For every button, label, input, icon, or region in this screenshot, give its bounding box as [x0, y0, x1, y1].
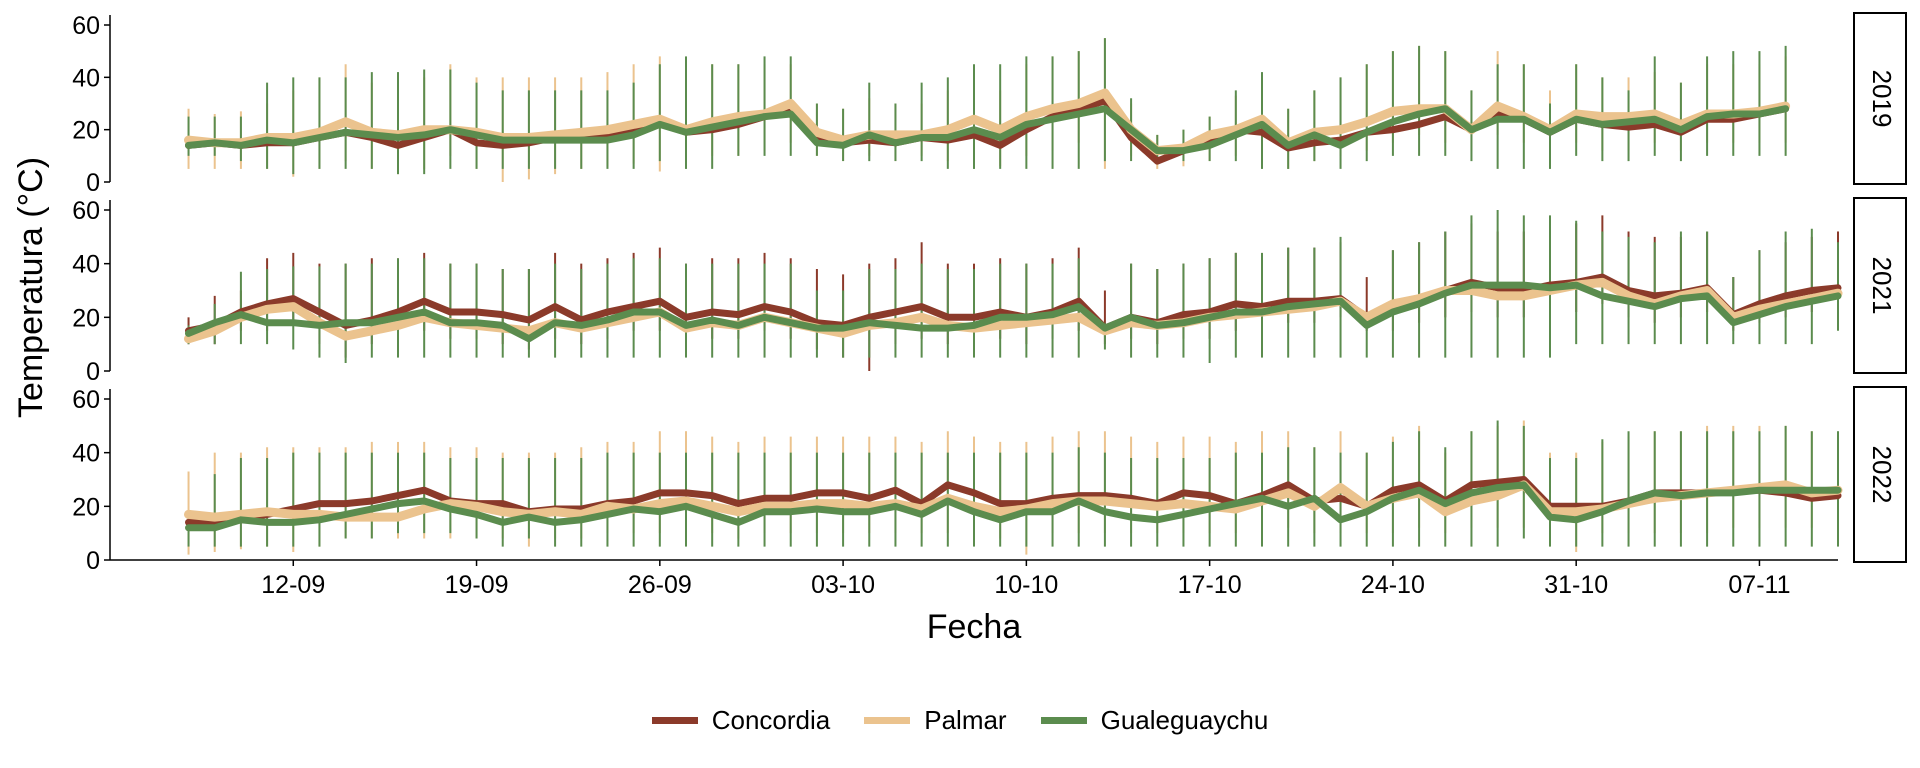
y-tick-label: 0 — [86, 547, 100, 575]
facet-label: 2022 — [1867, 446, 1897, 504]
y-tick-label: 0 — [86, 358, 100, 386]
y-tick-label: 40 — [72, 64, 100, 92]
y-tick-label: 60 — [72, 197, 100, 225]
x-tick-label: 17-10 — [1178, 571, 1242, 599]
y-tick-label: 60 — [72, 12, 100, 40]
x-tick-label: 31-10 — [1544, 571, 1608, 599]
x-tick-label: 12-09 — [261, 571, 325, 599]
y-tick-label: 20 — [72, 493, 100, 521]
x-tick-label: 03-10 — [811, 571, 875, 599]
y-tick-label: 60 — [72, 386, 100, 414]
x-tick-label: 26-09 — [628, 571, 692, 599]
y-tick-label: 20 — [72, 304, 100, 332]
legend-item-concordia: Concordia — [651, 704, 831, 736]
panel-2022: 0 20 40 60 2022 — [72, 386, 1907, 575]
legend-item-palmar: Palmar — [864, 704, 1007, 736]
x-tick-label: 10-10 — [994, 571, 1058, 599]
x-axis-title: Fecha — [927, 608, 1022, 646]
legend-label: Gualeguaychu — [1100, 704, 1269, 735]
chart-svg: 0 20 40 60 2019 0 20 40 60 2021 0 20 40 60 2022 12-09 19… — [12, 12, 1907, 646]
legend-key-palmar — [864, 716, 911, 724]
facet-label: 2019 — [1867, 70, 1897, 128]
x-tick-label: 24-10 — [1361, 571, 1425, 599]
x-tick-label: 19-09 — [445, 571, 509, 599]
legend: Concordia Palmar Gualeguaychu — [0, 700, 1920, 740]
y-tick-label: 40 — [72, 251, 100, 279]
panel-2019: 0 20 40 60 2019 — [72, 12, 1907, 197]
legend-label: Concordia — [711, 704, 831, 735]
legend-label: Palmar — [924, 704, 1007, 735]
facet-label: 2021 — [1867, 257, 1897, 315]
y-axis-title: Temperatura (°C) — [12, 157, 50, 418]
series-line-gualeguaychu — [185, 281, 1842, 343]
facet-strip — [1853, 197, 1907, 374]
x-tick-label: 07-11 — [1728, 571, 1790, 599]
series-line-palmar — [184, 480, 1843, 522]
panel-2021: 0 20 40 60 2021 — [72, 197, 1907, 386]
series-line-gualeguaychu — [185, 481, 1842, 532]
y-tick-label: 40 — [72, 440, 100, 468]
y-tick-label: 20 — [72, 117, 100, 145]
series-line-gualeguaychu — [185, 105, 1790, 155]
legend-key-gualeguaychu — [1040, 716, 1087, 724]
y-tick-label: 0 — [86, 169, 100, 197]
facet-strip — [1853, 12, 1907, 185]
legend-item-gualeguaychu: Gualeguaychu — [1040, 704, 1269, 736]
facet-strip — [1853, 386, 1907, 563]
legend-key-concordia — [651, 716, 698, 724]
